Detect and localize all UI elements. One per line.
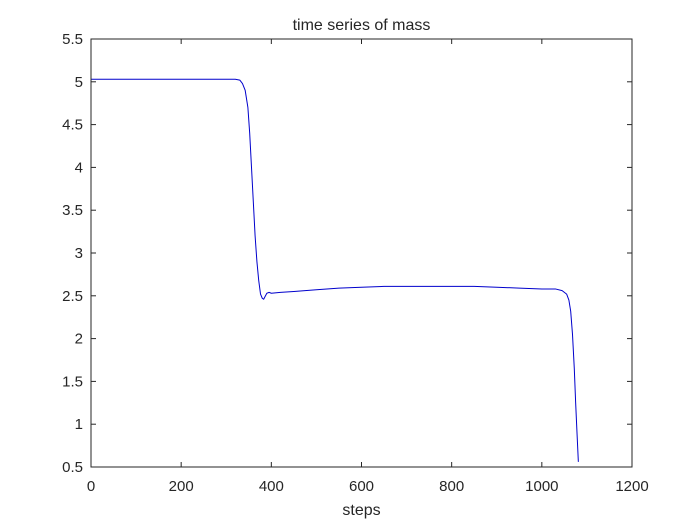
y-tick-label: 3.5 (62, 202, 83, 219)
y-tick-label: 0.5 (62, 459, 83, 476)
x-tick-label: 400 (259, 478, 284, 495)
x-tick-label: 200 (169, 478, 194, 495)
y-tick-label: 4 (75, 159, 83, 176)
y-tick-label: 1.5 (62, 373, 83, 390)
x-tick-label: 800 (439, 478, 464, 495)
x-tick-label: 1200 (615, 478, 648, 495)
y-tick-label: 4.5 (62, 117, 83, 134)
tick-labels-layer: 0 200 400 600 800 1000 1200 0.5 1 1.5 2 2.5 3 3.5 4 4.5… (62, 31, 649, 495)
plot-frame (90, 38, 633, 468)
series-line-0 (91, 78, 579, 462)
y-tick-label: 5.5 (62, 31, 83, 48)
chart-title: time series of mass (293, 17, 431, 34)
y-tick-label: 1 (75, 416, 83, 433)
series-layer (91, 78, 579, 462)
x-tick-label: 0 (87, 478, 95, 495)
plot-background (91, 39, 632, 467)
y-tick-label: 2 (75, 331, 83, 348)
y-tick-label: 3 (75, 245, 83, 262)
y-tick-label: 5 (75, 74, 83, 91)
y-tick-label: 2.5 (62, 288, 83, 305)
x-axis-label: steps (342, 502, 380, 519)
x-tick-label: 1000 (525, 478, 558, 495)
x-tick-label: 600 (349, 478, 374, 495)
